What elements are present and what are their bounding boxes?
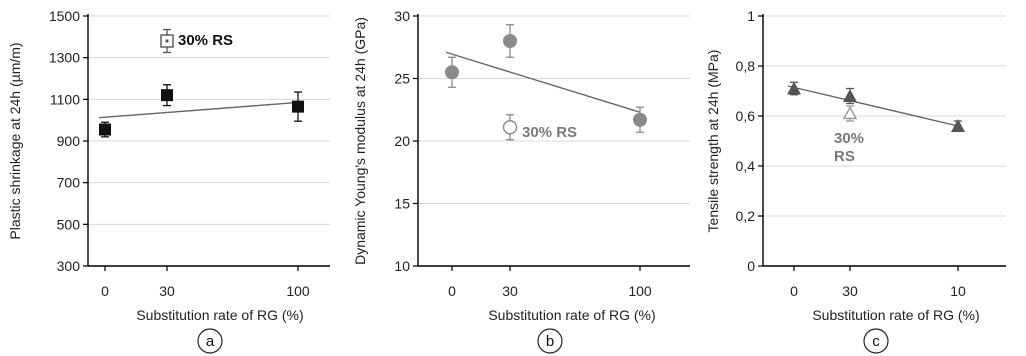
y-tick-label: 700 xyxy=(57,175,81,191)
x-tick-label: 30 xyxy=(842,283,858,299)
y-tick-label: 10 xyxy=(394,258,410,274)
outlier-label: 30% RS xyxy=(522,124,577,141)
y-tick-label: 0,2 xyxy=(736,208,756,224)
data-point xyxy=(787,81,801,95)
y-tick-label: 1500 xyxy=(49,8,80,24)
x-axis-label: Substitution rate of RG (%) xyxy=(136,307,303,323)
y-tick-label: 20 xyxy=(394,133,410,149)
y-tick-label: 25 xyxy=(394,71,410,87)
panel-letter: a xyxy=(206,333,215,350)
y-tick-label: 0,4 xyxy=(736,158,756,174)
panel-letter: c xyxy=(872,333,880,350)
x-tick-label: 10 xyxy=(950,283,966,299)
y-tick-label: 30 xyxy=(394,8,410,24)
x-axis-label: Substitution rate of RG (%) xyxy=(488,307,655,323)
panel-letter: b xyxy=(546,333,554,350)
panel-letter-circle xyxy=(537,328,563,354)
x-tick-label: 100 xyxy=(286,283,310,299)
y-tick-label: 0 xyxy=(747,258,755,274)
panel-letter-circle xyxy=(197,328,223,354)
outlier-label-line2: RS xyxy=(834,148,855,165)
y-tick-label: 1100 xyxy=(50,91,80,107)
trendline xyxy=(98,101,299,119)
chart-panel-b: 10 15 20 25 30 0 30 100 Substitution rate of RG … xyxy=(352,8,690,354)
outlier-point xyxy=(502,120,518,135)
data-point xyxy=(445,65,459,80)
outlier-label: 30% xyxy=(834,130,864,147)
x-tick-label: 30 xyxy=(502,283,518,299)
y-tick-label: 0,6 xyxy=(736,108,756,124)
x-tick-label: 0 xyxy=(790,283,798,299)
outlier-point xyxy=(842,106,858,120)
data-point xyxy=(633,112,647,127)
x-tick-label: 0 xyxy=(448,283,456,299)
x-axis-label: Substitution rate of RG (%) xyxy=(812,307,979,323)
y-axis-label: Plastic shrinkage at 24h (µm/m) xyxy=(7,42,23,239)
y-tick-label: 1 xyxy=(747,8,755,24)
x-tick-label: 0 xyxy=(101,283,109,299)
chart-panel-a: 300 500 700 900 1100 1300 1500 0 30 100 Substituti… xyxy=(7,8,330,354)
y-tick-label: 0,8 xyxy=(736,58,756,74)
y-tick-label: 1300 xyxy=(49,50,80,66)
y-axis-label: Tensile strength at 24h (MPa) xyxy=(705,50,721,233)
x-tick-label: 30 xyxy=(159,283,175,299)
y-tick-label: 500 xyxy=(57,216,81,232)
y-tick-label: 300 xyxy=(57,258,81,274)
y-tick-label: 15 xyxy=(394,196,410,212)
data-point xyxy=(503,34,517,48)
trendline xyxy=(787,85,959,127)
data-point xyxy=(843,89,857,102)
outlier-point-center xyxy=(165,39,169,43)
data-point xyxy=(161,89,173,102)
y-axis-label: Dynamic Young's modulus at 24h (GPa) xyxy=(352,17,368,265)
panel-letter-circle xyxy=(863,328,889,354)
data-point xyxy=(99,123,111,136)
data-point xyxy=(951,119,965,132)
y-tick-label: 900 xyxy=(57,133,81,149)
data-point xyxy=(292,100,304,113)
x-tick-label: 100 xyxy=(628,283,652,299)
outlier-label: 30% RS xyxy=(178,32,233,49)
trendline xyxy=(445,51,641,113)
